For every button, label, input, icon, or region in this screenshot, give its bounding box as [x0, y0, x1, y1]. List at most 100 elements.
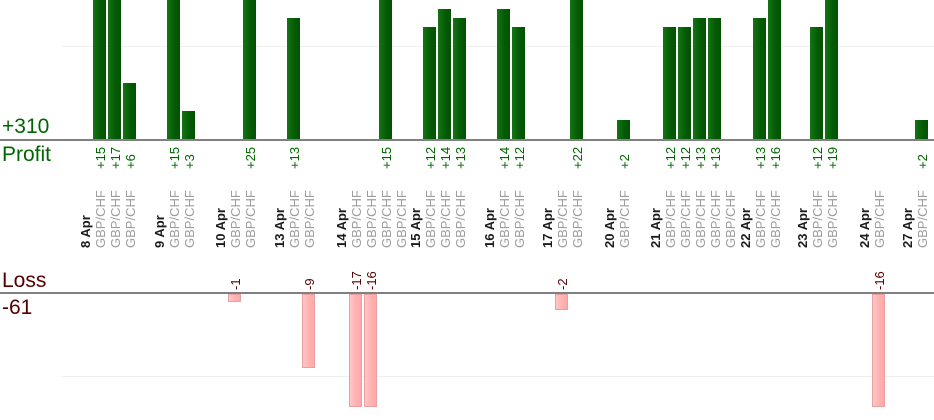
x-axis-symbol-label: GBP/CHF [182, 190, 197, 248]
profit-bar [93, 0, 106, 139]
x-axis-symbol-label: GBP/CHF [810, 190, 825, 248]
x-axis-symbol-label: GBP/CHF [302, 190, 317, 248]
x-axis-symbol-label: GBP/CHF [394, 190, 409, 248]
x-axis-symbol-label: GBP/CHF [287, 190, 302, 248]
x-axis-symbol-label: GBP/CHF [438, 190, 453, 248]
x-axis-symbol-label: GBP/CHF [617, 190, 632, 248]
profit-bar [453, 18, 466, 139]
x-axis-symbol-label: GBP/CHF [123, 190, 138, 248]
x-axis-date-label: 14 Apr [334, 208, 349, 248]
x-axis-symbol-label: GBP/CHF [364, 190, 379, 248]
profit-value-label: +13 [453, 146, 468, 169]
loss-value-label: -16 [364, 271, 379, 290]
loss-bar [555, 294, 568, 311]
profit-bar [617, 120, 630, 139]
profit-bar [108, 0, 121, 139]
loss-bar [349, 294, 362, 407]
profit-value-label: +13 [753, 146, 768, 169]
x-axis-symbol-label: GBP/CHF [825, 190, 840, 248]
profit-value-label: +17 [108, 146, 123, 169]
x-axis-symbol-label: GBP/CHF [243, 190, 258, 248]
loss-value-label: -17 [349, 271, 364, 290]
profit-bar [753, 18, 766, 139]
x-axis-symbol-label: GBP/CHF [228, 190, 243, 248]
profit-value-label: +22 [570, 146, 585, 169]
x-axis-date-label: 10 Apr [213, 208, 228, 248]
x-axis-date-label: 9 Apr [152, 215, 167, 248]
x-axis-symbol-label: GBP/CHF [108, 190, 123, 248]
loss-gridline [62, 376, 934, 377]
profit-bar [512, 27, 525, 139]
x-axis-date-label: 23 Apr [795, 208, 810, 248]
profit-bar [497, 8, 510, 139]
x-axis-symbol-label: GBP/CHF [570, 190, 585, 248]
x-axis-symbol-label: GBP/CHF [663, 190, 678, 248]
profit-value-label: +2 [617, 154, 632, 169]
x-axis-symbol-label: GBP/CHF [753, 190, 768, 248]
profit-value-label: +19 [825, 146, 840, 169]
x-axis-symbol-label: GBP/CHF [678, 190, 693, 248]
profit-bar [123, 83, 136, 139]
x-axis-symbol-label: GBP/CHF [693, 190, 708, 248]
x-axis-date-label: 15 Apr [408, 208, 423, 248]
profit-bar [915, 120, 928, 139]
profit-value-label: +13 [287, 146, 302, 169]
profit-bar [570, 0, 583, 139]
x-axis-date-label: 16 Apr [482, 208, 497, 248]
profit-value-label: +14 [497, 146, 512, 169]
profit-bar [810, 27, 823, 139]
x-axis-symbol-label: GBP/CHF [349, 190, 364, 248]
x-axis-date-label: 21 Apr [648, 208, 663, 248]
profit-value-label: +12 [810, 146, 825, 169]
loss-value-label: -9 [302, 278, 317, 290]
profit-bar [287, 18, 300, 139]
x-axis-symbol-label: GBP/CHF [379, 190, 394, 248]
profit-bar [243, 0, 256, 139]
x-axis-symbol-label: GBP/CHF [555, 190, 570, 248]
loss-bar [364, 294, 377, 407]
profit-bar [768, 0, 781, 139]
profit-bar [708, 18, 721, 139]
loss-total-label: -61 [2, 296, 33, 319]
profit-bar [825, 0, 838, 139]
profit-bar [182, 111, 195, 139]
x-axis-date-label: 17 Apr [540, 208, 555, 248]
loss-value-label: -2 [555, 278, 570, 290]
x-axis-symbol-label: GBP/CHF [768, 190, 783, 248]
profit-value-label: +13 [708, 146, 723, 169]
profit-value-label: +13 [693, 146, 708, 169]
profit-bar [693, 18, 706, 139]
x-axis-symbol-label: GBP/CHF [453, 190, 468, 248]
profit-value-label: +12 [512, 146, 527, 169]
x-axis-symbol-label: GBP/CHF [167, 190, 182, 248]
x-axis-date-label: 13 Apr [272, 208, 287, 248]
loss-axis-title: Loss [2, 269, 47, 292]
profit-value-label: +6 [123, 154, 138, 169]
x-axis-date-label: 8 Apr [78, 215, 93, 248]
loss-value-label: -1 [228, 278, 243, 290]
x-axis-symbol-label: GBP/CHF [497, 190, 512, 248]
loss-bar [302, 294, 315, 368]
profit-value-label: +15 [167, 146, 182, 169]
profit-bar [438, 8, 451, 139]
profit-total-label: +310 [2, 115, 50, 138]
loss-plot-area [0, 294, 934, 407]
profit-bar [167, 0, 180, 139]
x-axis-date-label: 24 Apr [857, 208, 872, 248]
profit-value-label: +12 [663, 146, 678, 169]
x-axis-date-label: 27 Apr [900, 208, 915, 248]
loss-bar [228, 294, 241, 303]
profit-value-label: +15 [93, 146, 108, 169]
profit-bar [379, 0, 392, 139]
profit-axis-title: Profit [2, 143, 52, 166]
profit-value-label: +14 [438, 146, 453, 169]
x-axis-symbol-label: GBP/CHF [512, 190, 527, 248]
x-axis-date-label: 22 Apr [738, 208, 753, 248]
profit-value-label: +15 [379, 146, 394, 169]
profit-value-label: +25 [243, 146, 258, 169]
profit-bar [678, 27, 691, 139]
profit-value-label: +12 [423, 146, 438, 169]
profit-value-label: +12 [678, 146, 693, 169]
profit-plot-area [0, 0, 934, 139]
